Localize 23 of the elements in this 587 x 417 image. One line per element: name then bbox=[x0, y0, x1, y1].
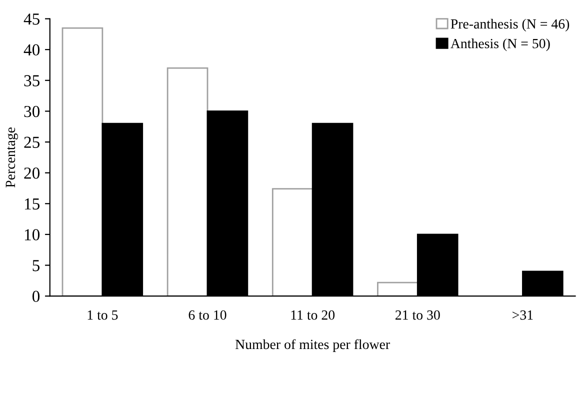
y-tick-label: 0 bbox=[32, 290, 40, 302]
y-tick-label: 35 bbox=[24, 75, 40, 86]
y-tick-label: 25 bbox=[24, 136, 40, 148]
bar bbox=[166, 67, 208, 296]
x-tick-label: 11 to 20 bbox=[291, 310, 335, 320]
y-tick-label: 45 bbox=[24, 14, 40, 25]
bar bbox=[272, 188, 314, 296]
y-tick-label: 20 bbox=[24, 168, 40, 179]
y-tick-label: 10 bbox=[24, 229, 40, 240]
x-tick-label: 1 to 5 bbox=[88, 310, 118, 320]
y-tick-label: 30 bbox=[24, 106, 40, 118]
x-tick-label: 21 to 30 bbox=[396, 310, 440, 320]
legend-label: Pre-anthesis (N = 46) bbox=[450, 18, 570, 32]
legend-label: Anthesis (N = 50) bbox=[450, 38, 550, 52]
y-axis-title: Percentage bbox=[6, 127, 18, 188]
y-tick-label: 15 bbox=[24, 198, 40, 210]
y-tick-label: 40 bbox=[24, 44, 40, 56]
y-tick-label: 5 bbox=[32, 260, 40, 272]
bar bbox=[62, 27, 104, 296]
bar bbox=[377, 282, 418, 296]
x-axis-title: Number of mites per flower bbox=[235, 339, 390, 352]
x-tick-label: >31 bbox=[512, 310, 533, 320]
x-tick-label: 6 to 10 bbox=[188, 310, 226, 320]
